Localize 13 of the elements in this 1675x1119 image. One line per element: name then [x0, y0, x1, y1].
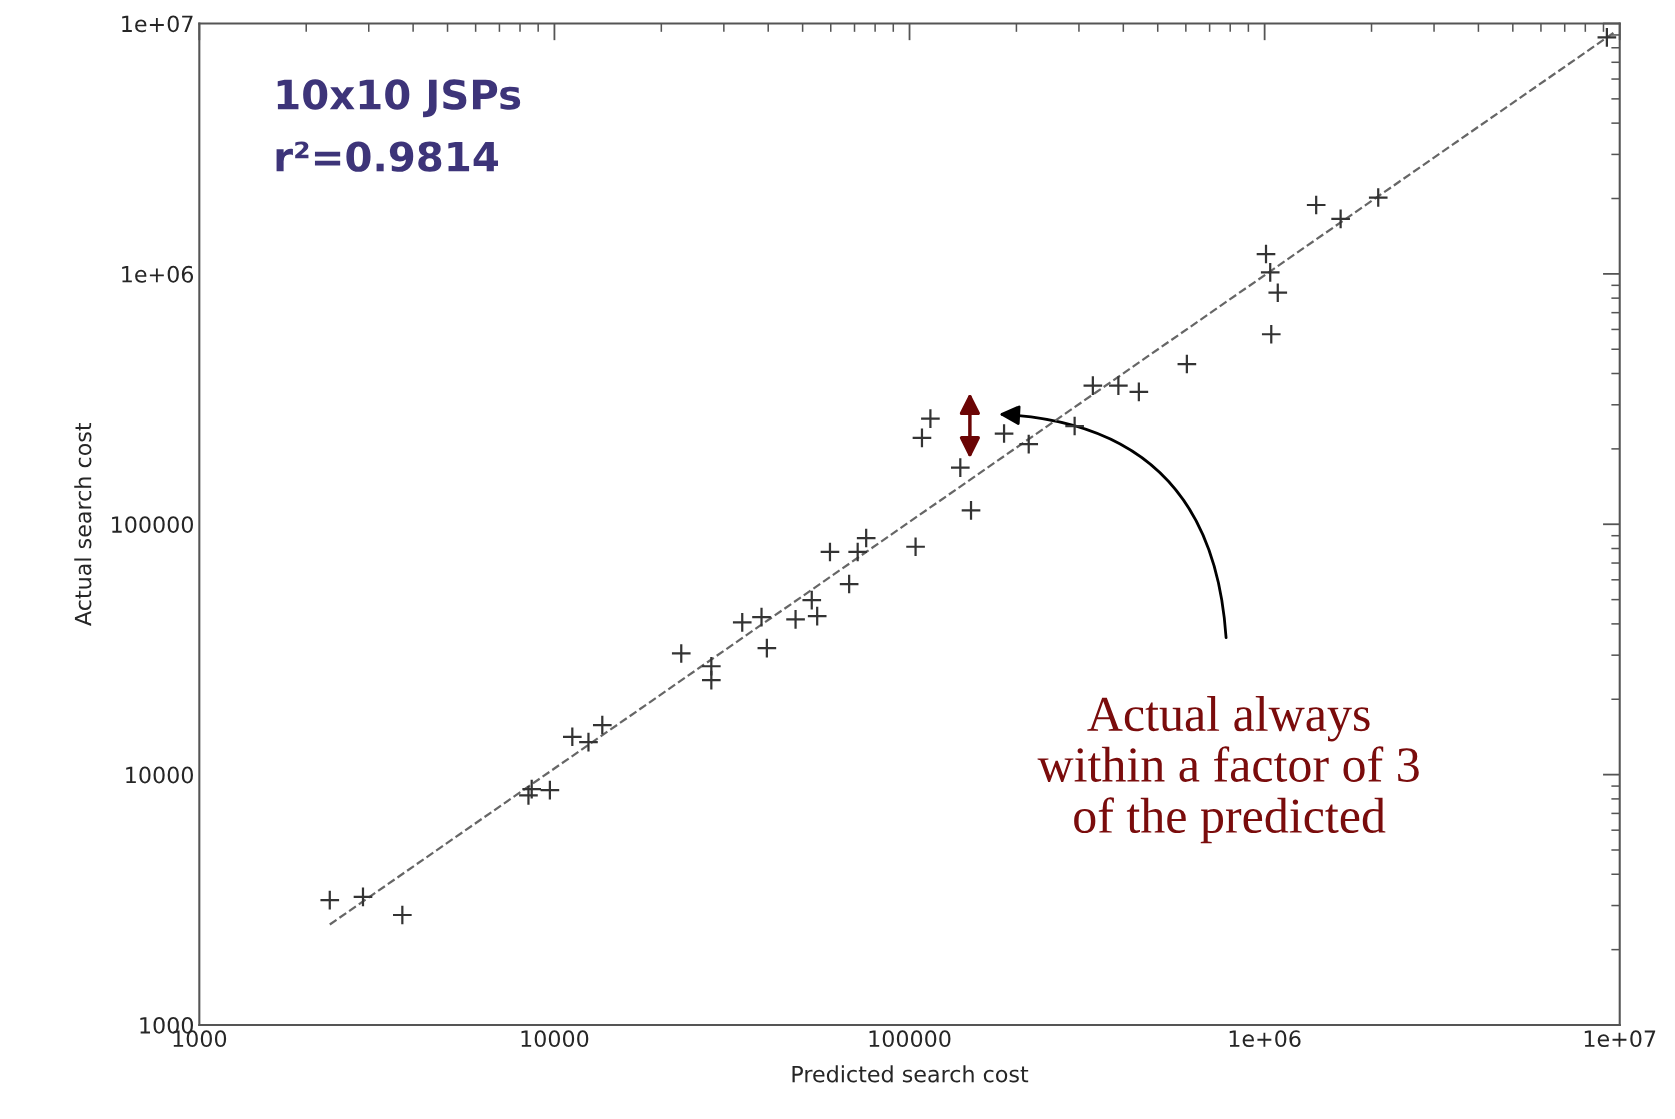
x-tick-label: 100000	[869, 1030, 951, 1048]
y-tick-label: 1e+07	[122, 15, 193, 33]
annotation: r²=0.9814	[276, 141, 499, 172]
x-tick-label: 1e+06	[1229, 1030, 1301, 1048]
x-axis-title: Predicted search cost	[792, 1065, 1029, 1083]
y-tick-label: 10000	[126, 766, 193, 784]
y-axis-title: Actual search cost	[74, 422, 92, 626]
x-tick-label: 10000	[521, 1030, 589, 1048]
annotation: Actual always within a factor of 3 of the predicted	[1037, 696, 1419, 844]
annotation: 10x10 JSPs	[277, 79, 521, 118]
x-tick-label: 1e+07	[1584, 1030, 1656, 1048]
y-tick-label: 100000	[112, 516, 193, 534]
y-tick-label: 1e+06	[122, 265, 194, 283]
